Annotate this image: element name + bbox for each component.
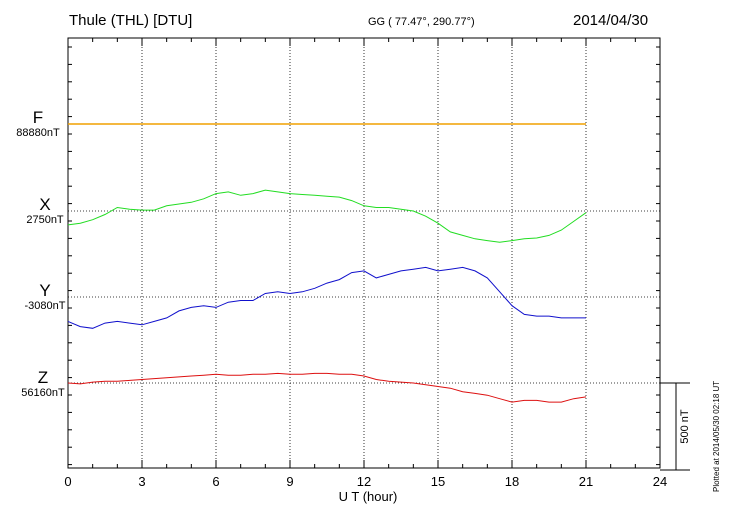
x-tick-label-9: 9 (286, 474, 293, 489)
baseline-value-y: -3080nT (24, 300, 66, 312)
baseline-value-z: 56160nT (21, 387, 65, 399)
baseline-value-x: 2750nT (26, 214, 64, 226)
x-tick-label-3: 3 (138, 474, 145, 489)
x-tick-label-15: 15 (431, 474, 445, 489)
grid-lines (68, 38, 660, 468)
series-line-x (67, 189, 587, 243)
component-label-f: F 88880nT (8, 109, 68, 140)
x-tick-label-12: 12 (357, 474, 371, 489)
component-label-z: Z 56160nT (13, 369, 73, 400)
geo-coordinates: GG ( 77.47°, 290.77°) (368, 16, 475, 28)
plot-frame (67, 37, 661, 469)
series-lines (67, 123, 587, 403)
x-tick-label-6: 6 (212, 474, 219, 489)
component-label-x: X 2750nT (15, 196, 75, 227)
component-letter-y: Y (39, 281, 51, 300)
chart-date: 2014/04/30 (573, 12, 649, 29)
plotted-timestamp: Plotted at 2014/05/30 02:18 UT (712, 380, 721, 492)
x-tick-label-18: 18 (505, 474, 519, 489)
component-letter-f: F (32, 108, 44, 127)
x-tick-label-24: 24 (653, 474, 667, 489)
axis-ticks (67, 38, 661, 468)
station-title: Thule (THL) [DTU] (69, 12, 193, 29)
series-line-z (67, 372, 587, 403)
x-axis-label: U T (hour) (339, 489, 398, 504)
component-letter-z: Z (37, 368, 49, 387)
x-tick-labels: 0 3 6 9 12 15 18 21 24 (64, 474, 667, 489)
x-tick-label-21: 21 (579, 474, 593, 489)
x-tick-label-0: 0 (64, 474, 71, 489)
component-letter-x: X (39, 195, 51, 214)
series-line-y (67, 266, 586, 329)
component-label-y: Y -3080nT (15, 282, 75, 313)
scale-bar (660, 382, 690, 471)
scale-bar-label: 500 nT (679, 409, 691, 444)
baseline-value-f: 88880nT (16, 127, 60, 139)
